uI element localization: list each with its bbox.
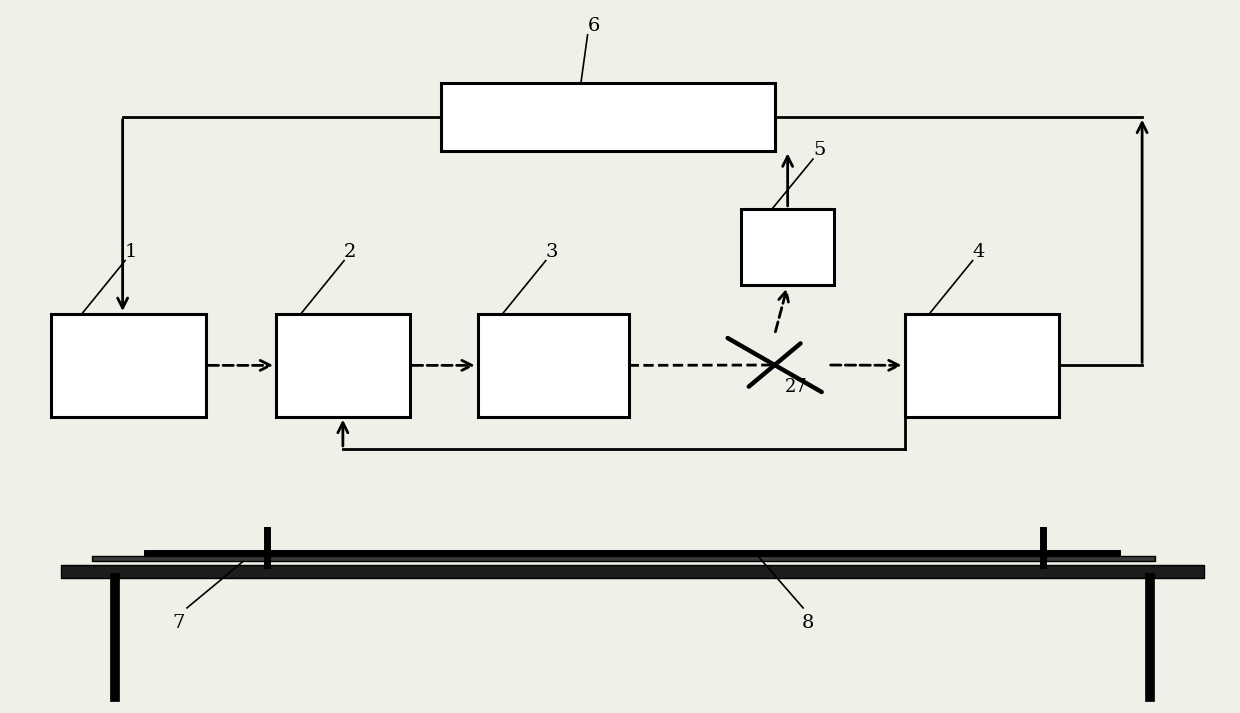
Text: 3: 3 (546, 242, 558, 261)
FancyBboxPatch shape (61, 565, 1204, 578)
Text: 7: 7 (172, 614, 185, 632)
Text: 4: 4 (972, 242, 985, 261)
FancyBboxPatch shape (904, 314, 1059, 417)
Text: 8: 8 (802, 614, 815, 632)
Text: 1: 1 (125, 242, 138, 261)
FancyBboxPatch shape (742, 209, 835, 285)
FancyBboxPatch shape (277, 314, 409, 417)
FancyBboxPatch shape (477, 314, 629, 417)
FancyBboxPatch shape (440, 83, 775, 150)
FancyBboxPatch shape (92, 556, 1154, 561)
Text: 6: 6 (588, 17, 600, 35)
Text: 5: 5 (813, 141, 826, 159)
FancyBboxPatch shape (51, 314, 206, 417)
Text: 27: 27 (785, 378, 807, 396)
Text: 2: 2 (343, 242, 356, 261)
